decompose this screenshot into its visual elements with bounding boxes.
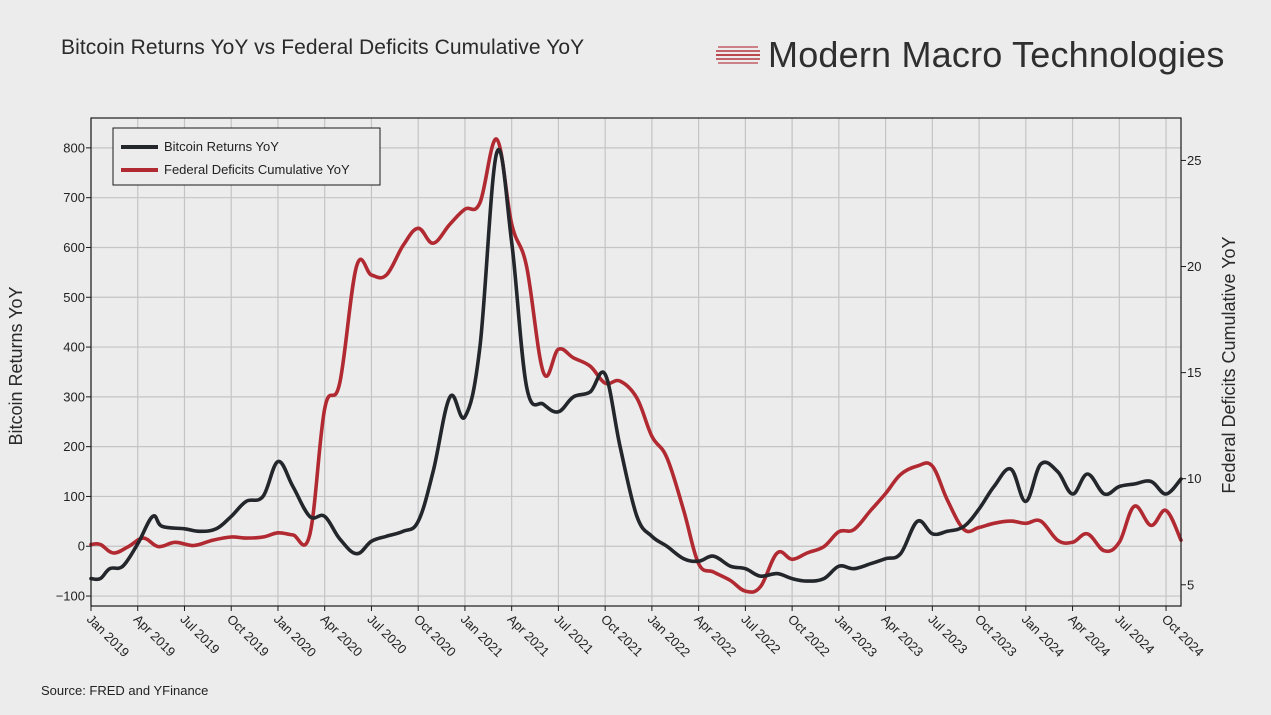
x-tick-label: Oct 2023 xyxy=(972,612,1020,660)
series-lines xyxy=(89,137,1183,594)
source-note: Source: FRED and YFinance xyxy=(41,683,209,698)
x-tick-label: Oct 2020 xyxy=(411,612,459,660)
right-axis-label: Federal Deficits Cumulative YoY xyxy=(1219,236,1239,493)
x-tick-label: Oct 2019 xyxy=(224,612,272,660)
x-tick-label: Apr 2024 xyxy=(1065,612,1113,660)
x-tick-label: Jan 2024 xyxy=(1019,612,1067,660)
left-tick-label: 600 xyxy=(63,240,85,255)
x-tick-label: Jan 2023 xyxy=(832,612,880,660)
legend-label-deficits: Federal Deficits Cumulative YoY xyxy=(164,162,350,177)
right-tick-label: 20 xyxy=(1187,259,1201,274)
legend-box xyxy=(112,127,381,186)
x-tick-label: Jul 2019 xyxy=(177,612,222,657)
x-tick-label: Apr 2023 xyxy=(878,612,926,660)
x-tick-label: Jan 2020 xyxy=(271,612,319,660)
x-tick-label: Jan 2021 xyxy=(458,612,506,660)
right-tick-label: 25 xyxy=(1187,153,1201,168)
x-tick-label: Jul 2021 xyxy=(551,612,596,657)
left-tick-label: −100 xyxy=(56,589,85,604)
brand-mark-icon xyxy=(716,46,760,64)
x-tick-label: Apr 2022 xyxy=(692,612,740,660)
series-line-bitcoin xyxy=(89,148,1183,583)
chart-title: Bitcoin Returns YoY vs Federal Deficits … xyxy=(61,36,585,59)
right-tick-label: 15 xyxy=(1187,365,1201,380)
x-tick-label: Apr 2021 xyxy=(505,612,553,660)
right-tick-label: 5 xyxy=(1187,577,1194,592)
left-tick-label: 100 xyxy=(63,489,85,504)
grid xyxy=(90,118,1181,606)
x-tick-label: Oct 2021 xyxy=(598,612,646,660)
x-tick-label: Jul 2024 xyxy=(1112,612,1157,657)
left-tick-label: 0 xyxy=(78,539,85,554)
left-axis-ticks: −100 0 100 200 300 400 500 600 700 800 xyxy=(56,140,91,604)
left-tick-label: 700 xyxy=(63,190,85,205)
x-tick-label: Jul 2020 xyxy=(364,612,409,657)
x-tick-label: Jan 2022 xyxy=(645,612,693,660)
x-tick-label: Jan 2019 xyxy=(84,612,132,660)
x-tick-label: Jul 2022 xyxy=(738,612,783,657)
brand-name: Modern Macro Technologies xyxy=(768,34,1225,75)
plot-frame xyxy=(90,117,1182,607)
series-line-deficits xyxy=(89,137,1183,594)
x-tick-label: Apr 2019 xyxy=(131,612,179,660)
brand-logo: Modern Macro Technologies xyxy=(716,34,1225,76)
left-axis-label: Bitcoin Returns YoY xyxy=(6,286,26,445)
legend: Bitcoin Returns YoY Federal Deficits Cum… xyxy=(112,127,381,186)
x-tick-label: Jul 2023 xyxy=(925,612,970,657)
left-tick-label: 300 xyxy=(63,389,85,404)
legend-label-bitcoin: Bitcoin Returns YoY xyxy=(164,139,279,154)
right-axis-ticks: 5 10 15 20 25 xyxy=(1181,153,1201,592)
x-tick-label: Apr 2020 xyxy=(318,612,366,660)
left-tick-label: 400 xyxy=(63,340,85,355)
left-tick-label: 800 xyxy=(63,140,85,155)
x-tick-label: Oct 2022 xyxy=(785,612,833,660)
left-tick-label: 200 xyxy=(63,439,85,454)
right-tick-label: 10 xyxy=(1187,471,1201,486)
x-tick-label: Oct 2024 xyxy=(1159,612,1207,660)
plot-area xyxy=(91,118,1181,606)
left-tick-label: 500 xyxy=(63,290,85,305)
